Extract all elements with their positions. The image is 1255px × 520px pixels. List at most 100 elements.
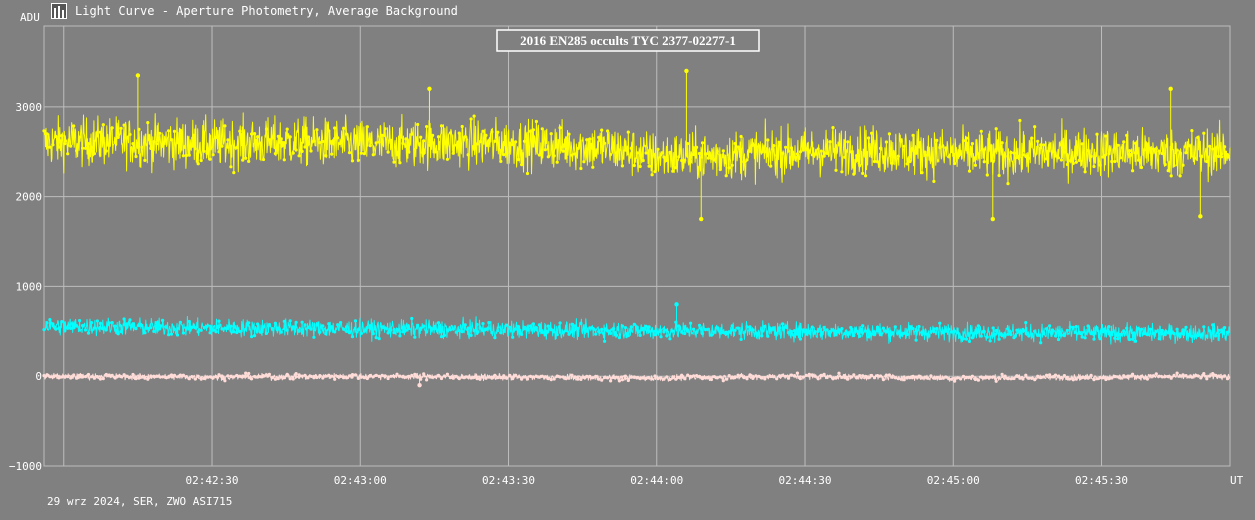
series-0-point	[392, 160, 396, 164]
series-2-point	[537, 375, 542, 379]
series-1-point	[564, 329, 568, 333]
series-2-point	[425, 378, 429, 382]
series-0-point	[327, 129, 331, 133]
series-1-point	[772, 326, 776, 330]
series-1-point	[582, 327, 586, 331]
series-0-point	[253, 132, 257, 136]
series-0-point	[428, 143, 432, 147]
series-0-point	[244, 156, 248, 160]
series-2-point	[1021, 377, 1025, 381]
series-1-point	[929, 330, 933, 334]
series-0-point	[1000, 141, 1004, 145]
series-2-point	[78, 373, 82, 377]
series-1-point	[279, 330, 283, 334]
series-0-spike-point	[1168, 86, 1173, 92]
series-2-point	[893, 376, 897, 380]
series-0-point	[514, 140, 518, 144]
series-1-point	[1178, 332, 1182, 336]
series-1-point	[567, 332, 571, 336]
series-0-point	[359, 151, 363, 155]
series-1-point	[520, 332, 524, 336]
series-0-point	[89, 145, 94, 150]
series-2-point	[475, 377, 479, 381]
series-2-point	[318, 374, 322, 378]
series-1-point	[540, 330, 544, 334]
series-2-point	[715, 376, 719, 380]
series-2-point	[1024, 373, 1028, 377]
series-2-point	[445, 372, 449, 376]
series-0-point	[312, 139, 316, 143]
series-2-point	[754, 374, 758, 378]
series-0-point	[1098, 163, 1102, 167]
series-1-point	[1107, 325, 1111, 329]
series-2-point	[181, 373, 185, 377]
series-1-point	[881, 326, 886, 330]
series-1-point	[1036, 333, 1040, 337]
series-0-point	[149, 146, 153, 150]
series-0-point	[917, 145, 921, 149]
series-2-point	[950, 377, 954, 381]
series-1-point	[843, 332, 847, 336]
series-2-point	[686, 373, 690, 377]
series-2-point	[855, 376, 859, 380]
series-2-point	[487, 375, 491, 379]
series-0-point	[748, 149, 752, 153]
series-2-point	[463, 375, 467, 379]
series-2-point	[1009, 377, 1013, 381]
series-0-point	[1178, 174, 1182, 178]
series-2-point	[1059, 376, 1063, 380]
series-2-point	[730, 375, 734, 379]
light-curve-app-icon[interactable]	[51, 3, 67, 19]
series-0-point	[784, 145, 788, 149]
series-2-point	[795, 371, 800, 375]
series-2-point	[609, 379, 613, 383]
series-1-point	[709, 333, 714, 337]
series-0-point	[632, 163, 636, 168]
series-0-point	[1083, 170, 1087, 174]
series-2-point	[1015, 374, 1019, 378]
series-2-point	[273, 377, 277, 381]
series-1-point	[855, 329, 859, 333]
series-2-point	[297, 373, 301, 377]
series-1-point	[1059, 333, 1063, 337]
series-2-point	[920, 376, 924, 380]
series-0-point	[345, 132, 349, 136]
series-1-point	[342, 327, 346, 331]
series-1-point	[353, 319, 358, 323]
series-1-point	[481, 322, 485, 326]
series-2-point	[1000, 372, 1004, 376]
series-0-point	[692, 152, 696, 157]
series-2-point	[238, 374, 242, 378]
series-1-point	[92, 326, 96, 330]
series-1-point	[152, 329, 156, 333]
series-1-point	[1080, 335, 1084, 339]
series-0-point	[78, 135, 82, 139]
series-1-point	[1157, 337, 1161, 341]
series-1-point	[1095, 326, 1099, 330]
series-2-point	[822, 372, 826, 376]
series-1-point	[451, 327, 455, 331]
series-1-point	[935, 326, 939, 331]
series-0-point	[994, 127, 998, 131]
window-title: Light Curve - Aperture Photometry, Avera…	[75, 4, 458, 18]
series-2-point	[279, 375, 283, 379]
series-0-point	[184, 153, 188, 158]
series-2-point	[86, 372, 91, 377]
series-2-point	[1214, 373, 1218, 377]
series-1-point	[86, 331, 91, 335]
series-1-point	[294, 320, 298, 324]
series-2-point	[659, 376, 663, 380]
series-1-point	[683, 331, 687, 336]
series-2-point	[315, 375, 319, 380]
series-1-point	[404, 328, 408, 332]
series-2-point	[143, 376, 147, 380]
series-1-point	[1009, 333, 1013, 337]
series-0-point	[1074, 160, 1078, 164]
series-0-point	[739, 134, 743, 139]
series-1-point	[422, 324, 426, 328]
series-0-point	[1122, 140, 1126, 144]
series-1-point	[549, 328, 553, 332]
series-0-point	[638, 164, 642, 169]
series-1-point	[1012, 336, 1016, 340]
series-0-point	[816, 147, 820, 151]
